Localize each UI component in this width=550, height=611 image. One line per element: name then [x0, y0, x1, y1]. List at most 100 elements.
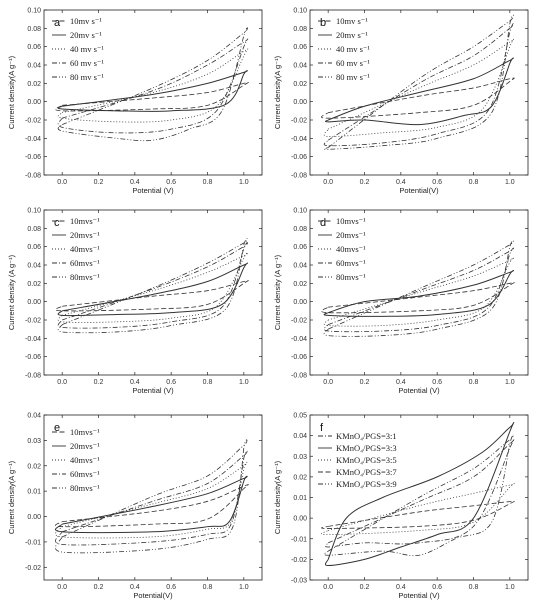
x-tick-label: 0.8	[203, 584, 213, 591]
x-tick-label: 0.6	[166, 179, 176, 186]
y-tick-label: 0.00	[27, 299, 41, 306]
x-tick-label: 0.4	[396, 379, 406, 386]
y-tick-label: 0.00	[27, 99, 41, 106]
y-tick-label: 0.00	[293, 516, 307, 523]
legend-entry-label: 60mvs⁻¹	[336, 258, 366, 268]
y-tick-label: 0.01	[27, 489, 41, 496]
y-tick-label: -0.04	[25, 336, 41, 343]
legend-entry-label: 20mv s⁻¹	[70, 30, 102, 40]
series-line-5	[323, 240, 514, 337]
y-tick-label: 0.08	[27, 26, 41, 33]
panel-letter: d	[320, 217, 326, 229]
x-tick-label: 0.0	[57, 179, 67, 186]
panel-e: 0.0 0.2 0.4 0.6 0.8 1.0 -0.02 -0.01 0.00 0.01 0.02…	[7, 413, 263, 600]
y-axis-label: Current density(A g⁻¹)	[273, 55, 282, 129]
legend-entry-label: 10mvs⁻¹	[336, 216, 366, 226]
y-tick-label: -0.02	[25, 565, 41, 572]
legend-entry-label: 10mvs⁻¹	[70, 216, 100, 226]
legend-entry-label: 40mvs⁻¹	[336, 244, 366, 254]
legend-entry-label: KMnO₄/PGS=3:3	[336, 443, 397, 453]
x-tick-label: 0.0	[57, 584, 67, 591]
series-line-2	[325, 421, 515, 567]
x-axis-label: Potential (V)	[398, 386, 440, 395]
legend: 10mvs⁻¹ 20mvs⁻¹ 40mvs⁻¹ 60mvs⁻¹ 80mvs⁻¹	[52, 216, 100, 282]
x-tick-label: 0.4	[396, 584, 406, 591]
legend-entry-label: 40mvs⁻¹	[70, 455, 100, 465]
y-tick-label: 0.02	[293, 81, 307, 88]
x-tick-label: 0.0	[57, 379, 67, 386]
x-tick-label: 0.2	[360, 179, 370, 186]
y-tick-label: -0.06	[291, 354, 307, 361]
y-tick-label: -0.06	[25, 354, 41, 361]
panel-a: 0.0 0.2 0.4 0.6 0.8 1.0 -0.08 -0.06 -0.04 -0.02 0.…	[7, 8, 263, 195]
x-tick-label: 0.6	[166, 584, 176, 591]
x-tick-label: 0.8	[469, 379, 479, 386]
legend-entry-label: 60 mv s⁻¹	[336, 58, 370, 68]
legend-entry-label: 40 mv s⁻¹	[336, 44, 370, 54]
series-line-4	[323, 23, 514, 147]
legend-entry-label: 40mvs⁻¹	[70, 244, 100, 254]
y-tick-label: 0.04	[27, 413, 41, 420]
x-tick-label: 0.2	[94, 379, 104, 386]
x-tick-label: 0.0	[323, 179, 333, 186]
y-tick-label: -0.02	[291, 557, 307, 564]
y-axis-label: Current density(A g⁻¹)	[7, 460, 16, 534]
legend-entry-label: 80mvs⁻¹	[70, 483, 100, 493]
y-tick-label: -0.08	[25, 373, 41, 380]
y-tick-label: 0.00	[293, 99, 307, 106]
legend-entry-label: 10mv s⁻¹	[336, 16, 368, 26]
y-tick-label: -0.04	[291, 336, 307, 343]
x-axis-label: Potential (V)	[398, 591, 440, 600]
y-tick-label: 0.06	[293, 244, 307, 251]
y-tick-label: 0.00	[293, 299, 307, 306]
x-axis-label: Potential(V)	[133, 591, 173, 600]
y-tick-label: 0.10	[27, 208, 41, 215]
legend-entry-label: KMnO₄/PGS=3:7	[336, 467, 397, 477]
panel-c: 0.0 0.2 0.4 0.6 0.8 1.0 -0.08 -0.06 -0.04 -0.02 0.…	[7, 208, 263, 395]
series-line-3	[57, 48, 249, 123]
x-tick-label: 1.0	[505, 179, 515, 186]
x-axis-label: Potential (V)	[132, 386, 174, 395]
y-tick-label: 0.06	[27, 44, 41, 51]
legend: 10mvs⁻¹ 20mvs⁻¹ 40mvs⁻¹ 60mvs⁻¹ 80mvs⁻¹	[318, 216, 366, 282]
y-tick-label: 0.04	[293, 263, 307, 270]
y-tick-label: -0.06	[25, 154, 41, 161]
legend-entry-label: 80mvs⁻¹	[70, 272, 100, 282]
series-line-2	[57, 262, 248, 317]
x-tick-label: 0.8	[203, 379, 213, 386]
legend-entry-label: 80mvs⁻¹	[336, 272, 366, 282]
plot-frame	[43, 209, 263, 376]
y-tick-label: 0.04	[27, 263, 41, 270]
legend-entry-label: 20mv s⁻¹	[336, 30, 368, 40]
y-tick-label: -0.02	[291, 318, 307, 325]
series-line-1	[55, 82, 249, 112]
legend-entry-label: KMnO₄/PGS=3:9	[336, 479, 397, 489]
y-axis-label: Current density(A g⁻¹)	[7, 55, 16, 129]
series-line-4	[55, 450, 248, 546]
legend: KMnO₄/PGS=3:1 KMnO₄/PGS=3:3 KMnO₄/PGS=3:5 K…	[318, 431, 397, 489]
y-tick-label: -0.08	[291, 173, 307, 180]
y-tick-label: 0.02	[293, 281, 307, 288]
series-line-1	[321, 282, 515, 314]
legend-entry-label: 10mvs⁻¹	[70, 427, 100, 437]
x-axis-label: Potential(V)	[399, 186, 439, 195]
y-tick-label: 0.02	[293, 474, 307, 481]
y-tick-label: -0.08	[25, 173, 41, 180]
y-tick-label: 0.02	[27, 463, 41, 470]
y-tick-label: -0.06	[291, 154, 307, 161]
x-tick-label: 0.8	[469, 179, 479, 186]
legend-entry-label: KMnO₄/PGS=3:5	[336, 455, 397, 465]
x-tick-label: 1.0	[505, 379, 515, 386]
y-tick-label: -0.08	[291, 373, 307, 380]
x-tick-label: 0.0	[323, 584, 333, 591]
x-tick-label: 0.6	[432, 179, 442, 186]
series-line-4	[321, 500, 515, 529]
y-tick-label: 0.10	[293, 8, 307, 15]
y-tick-label: 0.06	[27, 244, 41, 251]
y-tick-label: 0.04	[293, 433, 307, 440]
legend: 10mv s⁻¹ 20mv s⁻¹ 40 mv s⁻¹ 60 mv s⁻¹ 80 mv …	[52, 16, 104, 82]
y-tick-label: 0.10	[27, 8, 41, 15]
x-tick-label: 1.0	[239, 379, 249, 386]
legend-entry-label: 60mvs⁻¹	[70, 469, 100, 479]
y-tick-label: -0.03	[291, 578, 307, 585]
